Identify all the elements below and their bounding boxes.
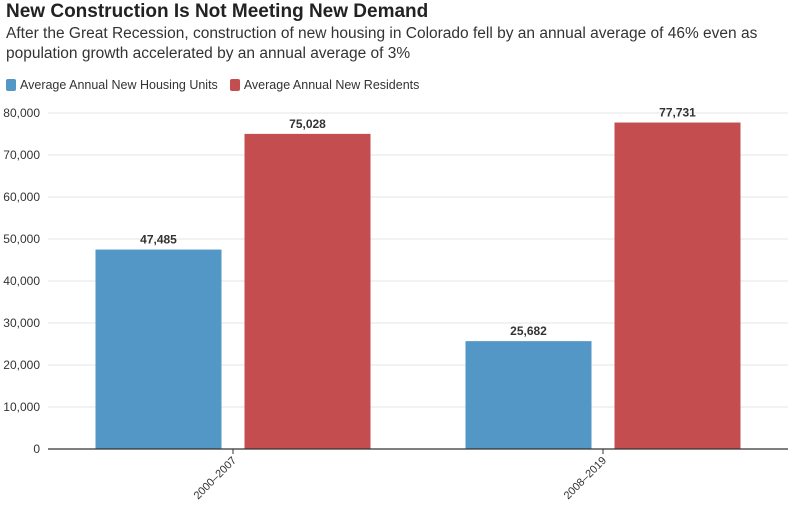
data-label: 75,028	[289, 117, 326, 131]
y-tick-label: 50,000	[3, 232, 40, 246]
chart-subtitle: After the Great Recession, construction …	[6, 25, 758, 62]
x-tick-label: 2008–2019	[562, 455, 609, 502]
y-tick-label: 60,000	[3, 190, 40, 204]
y-tick-label: 0	[33, 442, 40, 456]
bar-new-residents[interactable]	[244, 133, 371, 450]
bars	[95, 122, 741, 450]
legend-label-new-residents: Average Annual New Residents	[243, 78, 420, 92]
y-axis: 0 10,000 20,000 30,000 40,000 50,000 60,000 70,…	[3, 106, 40, 456]
data-label: 77,731	[659, 106, 696, 120]
bar-housing-units[interactable]	[95, 249, 222, 449]
data-labels: 47,485 75,028 25,682 77,731	[140, 106, 696, 339]
y-tick-label: 10,000	[3, 400, 40, 414]
y-tick-label: 70,000	[3, 148, 40, 162]
data-label: 47,485	[140, 233, 177, 247]
bar-new-residents[interactable]	[614, 122, 741, 450]
legend-label-housing-units: Average Annual New Housing Units	[20, 78, 218, 92]
x-tick-label: 2000–2007	[192, 455, 239, 502]
legend: Average Annual New Housing Units Average…	[6, 78, 431, 92]
chart-title: New Construction Is Not Meeting New Dema…	[6, 1, 429, 22]
legend-swatch-housing-units	[6, 79, 16, 91]
y-tick-label: 30,000	[3, 316, 40, 330]
y-tick-label: 20,000	[3, 358, 40, 372]
legend-item-new-residents[interactable]: Average Annual New Residents	[229, 78, 420, 92]
legend-item-housing-units[interactable]: Average Annual New Housing Units	[6, 78, 218, 92]
y-tick-label: 80,000	[3, 106, 40, 120]
legend-swatch-new-residents	[229, 79, 240, 91]
data-label: 25,682	[510, 324, 547, 338]
y-tick-label: 40,000	[3, 274, 40, 288]
bar-housing-units[interactable]	[465, 341, 592, 449]
x-axis: 2000–2007 2008–2019	[48, 448, 788, 502]
